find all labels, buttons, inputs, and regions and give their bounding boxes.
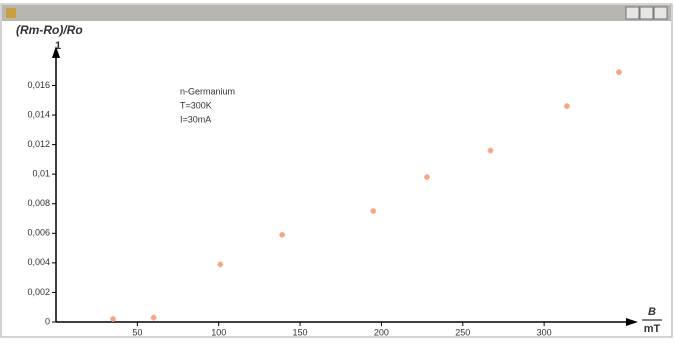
- y-tick-label: 0,004: [27, 257, 50, 267]
- x-tick-label: 300: [537, 327, 552, 337]
- y-tick-label: 0,016: [27, 80, 50, 90]
- x-axis-arrow: [626, 318, 638, 326]
- y-axis-unit: 1: [55, 40, 61, 52]
- y-tick-label: 0: [45, 316, 50, 326]
- annotation: T=300K: [180, 100, 212, 110]
- y-tick-label: 0,008: [27, 198, 50, 208]
- annotation: n-Germanium: [180, 86, 235, 96]
- data-point: [370, 208, 377, 215]
- x-tick-label: 100: [211, 327, 226, 337]
- window-frame: [0, 3, 673, 338]
- y-tick-label: 0,01: [32, 169, 50, 179]
- data-point: [109, 316, 116, 323]
- x-axis-label: B: [648, 306, 656, 318]
- data-point: [487, 147, 494, 154]
- data-point: [615, 69, 622, 76]
- maximize-button[interactable]: [639, 6, 654, 20]
- title-bar: [2, 5, 671, 21]
- minimize-button[interactable]: [625, 6, 640, 20]
- data-point: [423, 174, 430, 181]
- y-tick-label: 0,006: [27, 228, 50, 238]
- data-point: [217, 261, 224, 268]
- y-axis-arrow: [52, 46, 60, 58]
- x-tick-label: 200: [374, 327, 389, 337]
- y-tick-label: 0,014: [27, 109, 50, 119]
- data-point: [563, 103, 570, 110]
- y-axis-label: (Rm-Ro)/Ro: [16, 23, 83, 37]
- x-tick-label: 50: [132, 327, 142, 337]
- data-point: [150, 314, 157, 321]
- x-tick-label: 150: [293, 327, 308, 337]
- annotation: I=30mA: [180, 114, 211, 124]
- app-icon: [6, 8, 16, 18]
- x-tick-label: 250: [455, 327, 470, 337]
- close-button[interactable]: [653, 6, 668, 20]
- y-tick-label: 0,012: [27, 139, 50, 149]
- x-axis-unit: mT: [644, 323, 661, 335]
- y-tick-label: 0,002: [27, 287, 50, 297]
- data-point: [279, 231, 286, 238]
